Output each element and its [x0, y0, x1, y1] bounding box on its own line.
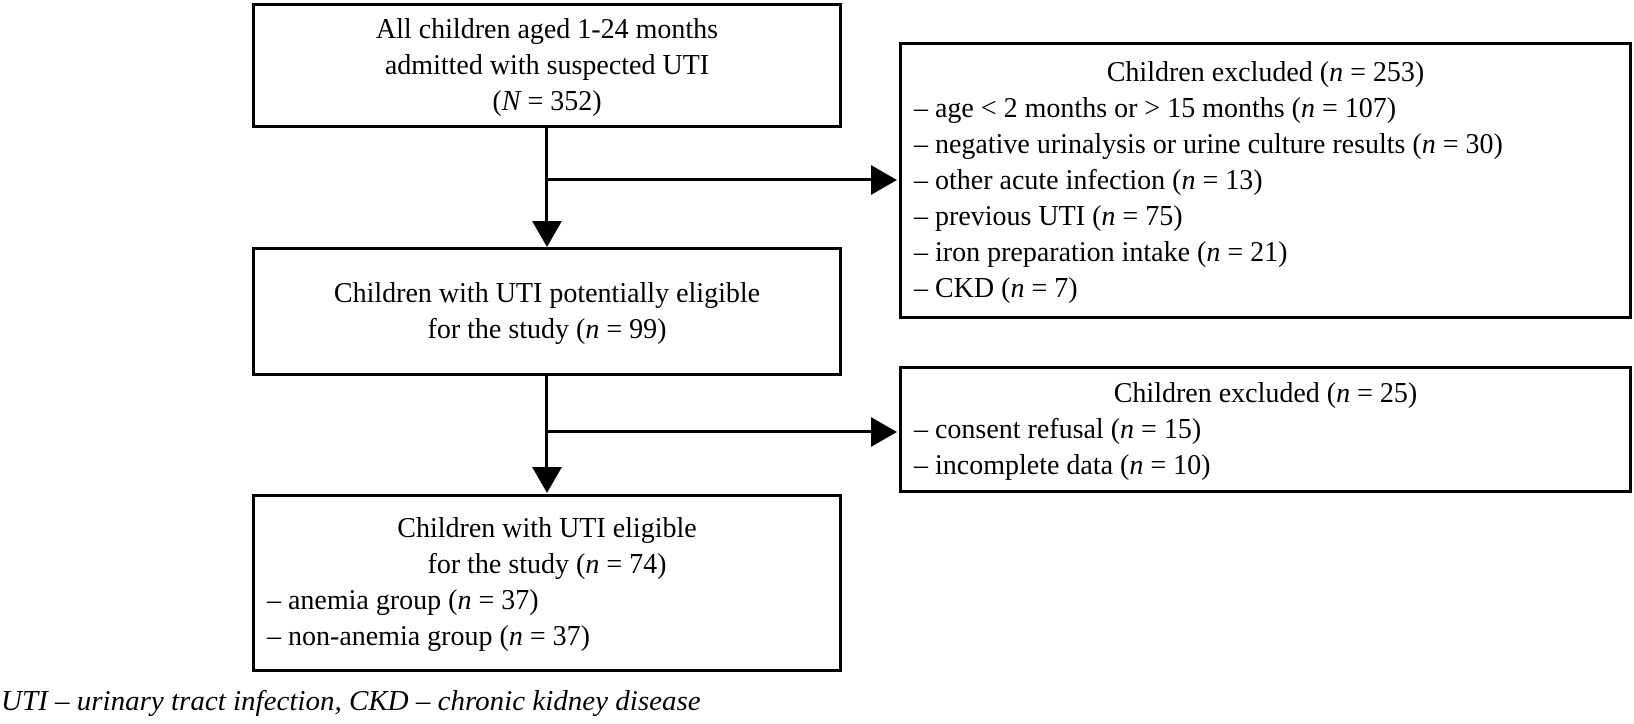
box-potentially-eligible: Children with UTI potentially eligible fo… [252, 247, 842, 376]
text-fragment: – consent refusal ( [914, 413, 1121, 445]
text-fragment: – iron preparation intake ( [914, 236, 1207, 268]
box-final-eligible: Children with UTI eligible for the study … [252, 494, 842, 672]
box-excluded-second-title: Children excluded (n = 25) [902, 376, 1629, 412]
stat-variable: n [1421, 128, 1436, 160]
text-fragment: = 25) [1350, 377, 1418, 409]
text-fragment: = 99) [599, 313, 667, 345]
box-text-line: for the study (n = 99) [255, 312, 839, 348]
text-fragment: = 37) [471, 585, 539, 616]
box-text-line: Children with UTI eligible [255, 511, 839, 547]
text-fragment: – other acute infection ( [914, 164, 1182, 196]
arrowhead-down-icon [532, 467, 562, 493]
box-excluded-second-item-list: – consent refusal (n = 15) – incomplete d… [902, 412, 1629, 484]
stat-variable: n [1010, 272, 1025, 304]
box-final-eligible-title-lines: Children with UTI eligible for the study … [255, 511, 839, 583]
text-fragment: for the study ( [427, 313, 586, 345]
text-fragment: – negative urinalysis or urine culture r… [914, 128, 1422, 160]
box-initial-population: All children aged 1-24 months admitted wi… [252, 3, 842, 128]
stat-variable: n [1120, 413, 1135, 445]
stat-variable: n [508, 621, 523, 652]
text-fragment: = 352) [520, 85, 602, 117]
text-fragment: Children with UTI eligible [397, 513, 697, 544]
text-fragment: = 30) [1435, 128, 1503, 160]
abbreviation-footnote: UTI – urinary tract infection, CKD – chr… [1, 685, 701, 717]
exclusion-reason-item: – age < 2 months or > 15 months (n = 107… [902, 91, 1629, 127]
arrowhead-down-icon [532, 221, 562, 247]
text-fragment: = 107) [1315, 92, 1397, 124]
text-fragment: admitted with suspected UTI [384, 49, 710, 81]
text-fragment: = 37) [522, 621, 590, 652]
box-excluded-second: Children excluded (n = 25) – consent ref… [899, 366, 1632, 493]
stat-variable: n [1206, 236, 1221, 268]
stat-variable: n [1129, 449, 1144, 481]
arrow-initial-to-eligible-line [545, 128, 548, 224]
stat-variable: n [1101, 200, 1116, 232]
box-text-line: admitted with suspected UTI [255, 48, 839, 84]
exclusion-reason-item: – consent refusal (n = 15) [902, 412, 1629, 448]
exclusion-reason-item: – negative urinalysis or urine culture r… [902, 127, 1629, 163]
exclusion-reason-item: – CKD (n = 7) [902, 271, 1629, 307]
arrowhead-right-icon [871, 165, 897, 195]
exclusion-reason-item: – incomplete data (n = 10) [902, 448, 1629, 484]
exclusion-reason-item: – iron preparation intake (n = 21) [902, 235, 1629, 271]
study-group-item: – non-anemia group (n = 37) [255, 619, 839, 655]
text-fragment: = 10) [1143, 449, 1211, 481]
arrowhead-right-icon [871, 417, 897, 447]
stat-variable: n [1181, 164, 1196, 196]
box-text-line: (N = 352) [255, 84, 839, 120]
text-fragment: ( [492, 85, 502, 117]
stat-variable: n [1301, 92, 1315, 124]
box-excluded-first: Children excluded (n = 253) – age < 2 mo… [899, 42, 1632, 319]
box-text-line: Children with UTI potentially eligible [255, 276, 839, 312]
text-fragment: – anemia group ( [267, 585, 458, 616]
exclusion-reason-item: – previous UTI (n = 75) [902, 199, 1629, 235]
text-fragment: for the study ( [427, 549, 586, 580]
arrow-eligible-to-final-line [545, 376, 548, 468]
stat-variable: n [585, 313, 600, 345]
stat-variable: n [585, 549, 600, 580]
stat-variable: n [1336, 377, 1351, 409]
text-fragment: = 7) [1024, 272, 1078, 304]
text-fragment: All children aged 1-24 months [375, 13, 719, 45]
text-fragment: Children with UTI potentially eligible [333, 277, 761, 309]
text-fragment: = 21) [1220, 236, 1288, 268]
arrow-branch-to-excluded-second-line [546, 430, 874, 433]
exclusion-reason-item: – other acute infection (n = 13) [902, 163, 1629, 199]
text-fragment: = 15) [1134, 413, 1202, 445]
box-final-eligible-group-list: – anemia group (n = 37) – non-anemia grou… [255, 583, 839, 655]
stat-variable: n [457, 585, 472, 616]
box-excluded-first-title: Children excluded (n = 253) [902, 55, 1629, 91]
text-fragment: = 75) [1115, 200, 1183, 232]
text-fragment: = 74) [599, 549, 667, 580]
text-fragment: – non-anemia group ( [267, 621, 509, 652]
text-fragment: = 253) [1343, 56, 1425, 88]
text-fragment: = 13) [1195, 164, 1263, 196]
stat-variable: N [501, 85, 521, 117]
stat-variable: n [1329, 56, 1344, 88]
text-fragment: – age < 2 months or > 15 months ( [914, 92, 1301, 124]
box-text-line: All children aged 1-24 months [255, 12, 839, 48]
box-text-line: for the study (n = 74) [255, 547, 839, 583]
box-excluded-first-item-list: – age < 2 months or > 15 months (n = 107… [902, 91, 1629, 307]
text-fragment: Children excluded ( [1113, 377, 1337, 409]
text-fragment: – previous UTI ( [914, 200, 1102, 232]
text-fragment: Children excluded ( [1106, 56, 1330, 88]
text-fragment: – incomplete data ( [914, 449, 1130, 481]
text-fragment: – CKD ( [914, 272, 1011, 304]
arrow-branch-to-excluded-first-line [546, 178, 874, 181]
study-group-item: – anemia group (n = 37) [255, 583, 839, 619]
